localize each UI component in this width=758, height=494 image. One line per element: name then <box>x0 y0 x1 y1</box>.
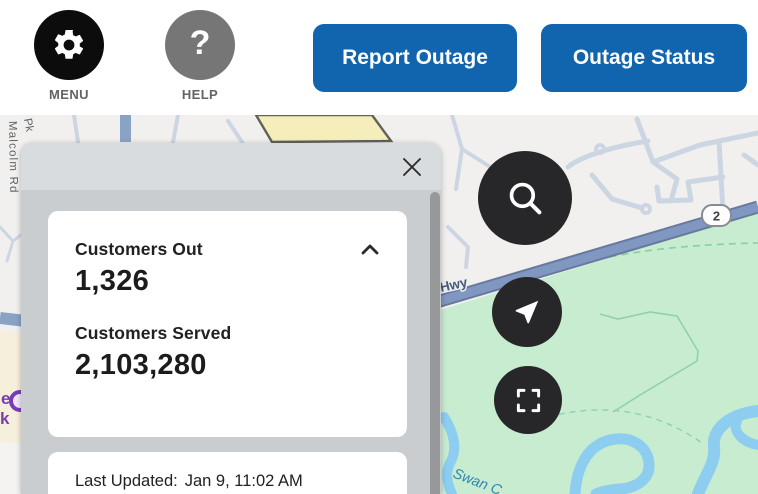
map-search-button[interactable] <box>478 151 572 245</box>
map-trail-dashed-2 <box>547 409 706 446</box>
close-icon <box>403 158 421 176</box>
outage-summary-panel: Customers Out 1,326 Customers Served 2,1… <box>21 143 441 494</box>
last-updated-label: Last Updated: <box>75 472 178 490</box>
customers-out-value: 1,326 <box>75 265 150 297</box>
park-label-fragment-2: k <box>0 409 10 428</box>
chevron-up-icon <box>361 244 379 255</box>
panel-scrollbar-thumb[interactable] <box>430 192 440 494</box>
last-updated-card: Last Updated: Jan 9, 11:02 AM <box>48 452 407 494</box>
map-road-secondary <box>120 115 131 142</box>
map-my-location-button[interactable] <box>492 277 562 347</box>
menu-button[interactable] <box>34 10 104 80</box>
park-label-fragment-1: e <box>1 389 10 408</box>
top-toolbar: MENU ? HELP Report Outage Outage Status <box>0 0 758 115</box>
map-street-network <box>0 115 758 269</box>
map-highway <box>394 202 758 319</box>
outage-status-button[interactable]: Outage Status <box>541 24 747 92</box>
report-outage-button[interactable]: Report Outage <box>313 24 517 92</box>
fullscreen-icon <box>516 388 540 412</box>
map-outage-polygon[interactable] <box>254 115 394 144</box>
street-label-vertical: Malcolm Rd <box>6 121 19 194</box>
question-mark-icon: ? <box>189 24 211 62</box>
route-shield-number: 2 <box>713 209 720 224</box>
customers-served-value: 2,103,280 <box>75 349 207 381</box>
customers-served-label: Customers Served <box>75 323 232 343</box>
map-park-boundary <box>599 311 699 413</box>
customers-out-label: Customers Out <box>75 239 203 259</box>
help-label: HELP <box>181 87 219 102</box>
street-label-pk: Pk <box>21 117 35 133</box>
panel-header <box>21 143 441 190</box>
map-river <box>439 405 758 494</box>
last-updated-value: Jan 9, 11:02 AM <box>184 472 303 490</box>
help-button[interactable]: ? <box>165 10 235 80</box>
close-panel-button[interactable] <box>397 152 427 182</box>
menu-label: MENU <box>49 87 89 102</box>
collapse-card-button[interactable] <box>357 237 383 263</box>
map-fullscreen-button[interactable] <box>494 366 562 434</box>
route-shield: 2 <box>701 204 732 227</box>
navigation-arrow-icon <box>515 300 539 324</box>
gear-icon <box>54 29 84 59</box>
search-icon <box>509 182 542 215</box>
customers-stats-card: Customers Out 1,326 Customers Served 2,1… <box>48 211 407 437</box>
